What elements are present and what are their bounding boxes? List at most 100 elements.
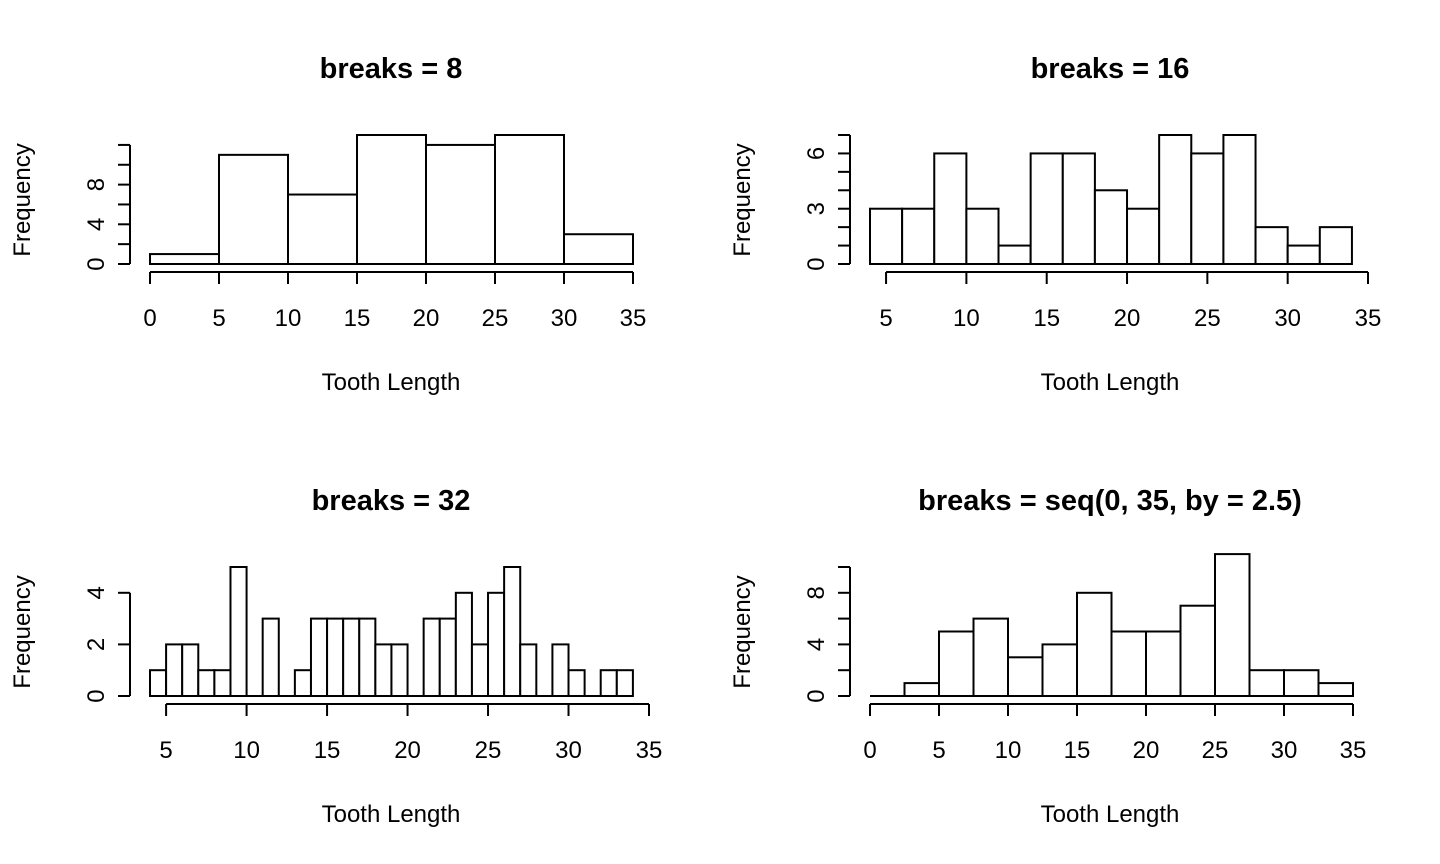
histogram-bar — [551, 643, 570, 698]
histogram-bar — [326, 617, 345, 697]
histogram-bar — [1145, 630, 1182, 697]
x-tick-label: 10 — [953, 305, 980, 332]
y-axis-label: Frequency — [9, 575, 36, 688]
x-tick-label: 15 — [1064, 737, 1091, 764]
histogram-bar — [309, 617, 329, 697]
histogram-bar — [972, 617, 1009, 697]
histogram-bar — [503, 566, 522, 697]
x-tick-label: 30 — [551, 305, 578, 332]
histogram-bar — [342, 617, 361, 697]
histogram-bar — [1317, 682, 1354, 697]
histogram-bar — [901, 207, 936, 265]
histogram-bar — [1248, 669, 1285, 698]
histogram-bar — [563, 233, 634, 266]
y-axis-label: Frequency — [729, 143, 756, 256]
x-tick-label: 5 — [932, 737, 945, 764]
x-tick-label: 25 — [1202, 737, 1229, 764]
y-tick-label: 0 — [803, 689, 830, 702]
y-tick-label: 4 — [83, 586, 110, 599]
x-tick-label: 30 — [1274, 305, 1301, 332]
histogram-bar — [197, 669, 216, 698]
histogram-bar — [261, 617, 280, 697]
x-tick-label: 20 — [1133, 737, 1160, 764]
x-tick-label: 25 — [475, 737, 502, 764]
histogram-bar — [938, 630, 975, 697]
x-tick-label: 20 — [1114, 305, 1141, 332]
y-tick-label: 0 — [83, 257, 110, 270]
histogram-bar — [965, 207, 1000, 265]
histogram-bar — [1029, 152, 1064, 265]
histogram-bar — [933, 152, 968, 265]
histogram-bar — [181, 643, 200, 698]
x-tick-label: 25 — [482, 305, 509, 332]
x-tick-label: 20 — [394, 737, 421, 764]
histogram-bar — [1286, 244, 1321, 265]
histogram-bar — [869, 207, 904, 265]
histogram-bar — [997, 244, 1032, 265]
histogram-bar — [1318, 226, 1353, 265]
histogram-bar — [599, 669, 618, 698]
histogram-bar — [1110, 630, 1147, 697]
y-axis-label: Frequency — [9, 143, 36, 256]
histogram-bar — [494, 134, 565, 265]
histogram-bar — [287, 193, 358, 266]
x-tick-label: 10 — [275, 305, 302, 332]
histogram-panel-1: breaks = 8 0 5 10 15 20 25 30 35 0 4 8 Tooth Length F… — [9, 53, 646, 396]
y-tick-label: 8 — [803, 586, 830, 599]
histogram-bar — [165, 643, 184, 698]
x-tick-label: 35 — [1340, 737, 1367, 764]
histogram-bar — [1190, 152, 1225, 265]
histogram-bar — [1061, 152, 1096, 265]
histogram-bar — [438, 617, 457, 697]
x-tick-label: 35 — [636, 737, 663, 764]
histogram-bar — [356, 134, 427, 265]
histogram-bar — [374, 643, 393, 698]
histogram-bar — [293, 669, 312, 698]
chart-title: breaks = seq(0, 35, by = 2.5) — [918, 485, 1302, 517]
histogram-bar — [487, 591, 506, 697]
y-tick-label: 3 — [803, 202, 830, 215]
x-tick-label: 10 — [995, 737, 1022, 764]
chart-title: breaks = 32 — [312, 485, 471, 517]
histogram-bar — [218, 153, 289, 266]
histogram-panel-2: breaks = 16 5 10 15 20 25 30 35 0 3 6 Tooth Length F… — [729, 53, 1381, 396]
histogram-bar — [1179, 604, 1216, 698]
histogram-bar — [149, 253, 220, 265]
x-tick-label: 10 — [233, 737, 260, 764]
y-tick-label: 4 — [83, 218, 110, 231]
histogram-bar — [213, 669, 232, 698]
chart-title: breaks = 16 — [1031, 53, 1190, 85]
histogram-bar — [470, 643, 490, 698]
histogram-panel-3: breaks = 32 5 10 15 20 25 30 35 0 2 4 Tooth Length F… — [9, 485, 662, 828]
x-tick-label: 30 — [555, 737, 582, 764]
histogram-bar — [1041, 643, 1078, 698]
histogram-bar — [1283, 669, 1320, 698]
x-tick-label: 0 — [143, 305, 156, 332]
x-tick-label: 35 — [1355, 305, 1382, 332]
x-tick-label: 5 — [212, 305, 225, 332]
x-axis-label: Tooth Length — [1041, 369, 1180, 396]
histogram-bar — [149, 669, 168, 698]
histogram-bar — [615, 669, 634, 698]
y-tick-label: 4 — [803, 638, 830, 651]
x-axis-label: Tooth Length — [322, 801, 461, 828]
x-tick-label: 15 — [344, 305, 371, 332]
histogram-bar — [425, 143, 496, 265]
chart-title: breaks = 8 — [320, 53, 463, 85]
histogram-bar — [1222, 134, 1257, 265]
y-tick-label: 2 — [83, 638, 110, 651]
histogram-bar — [1214, 553, 1251, 697]
histogram-bar — [1093, 189, 1129, 266]
histogram-bar — [229, 566, 248, 697]
x-tick-label: 30 — [1271, 737, 1298, 764]
histogram-bar — [903, 682, 940, 697]
y-axis-label: Frequency — [729, 575, 756, 688]
x-tick-label: 25 — [1194, 305, 1221, 332]
histogram-bar — [1076, 591, 1113, 697]
histogram-bar — [519, 643, 538, 698]
x-tick-label: 20 — [413, 305, 440, 332]
y-tick-label: 0 — [803, 257, 830, 270]
histogram-bar — [390, 643, 409, 698]
histogram-bar — [1007, 656, 1044, 697]
x-tick-label: 5 — [159, 737, 172, 764]
